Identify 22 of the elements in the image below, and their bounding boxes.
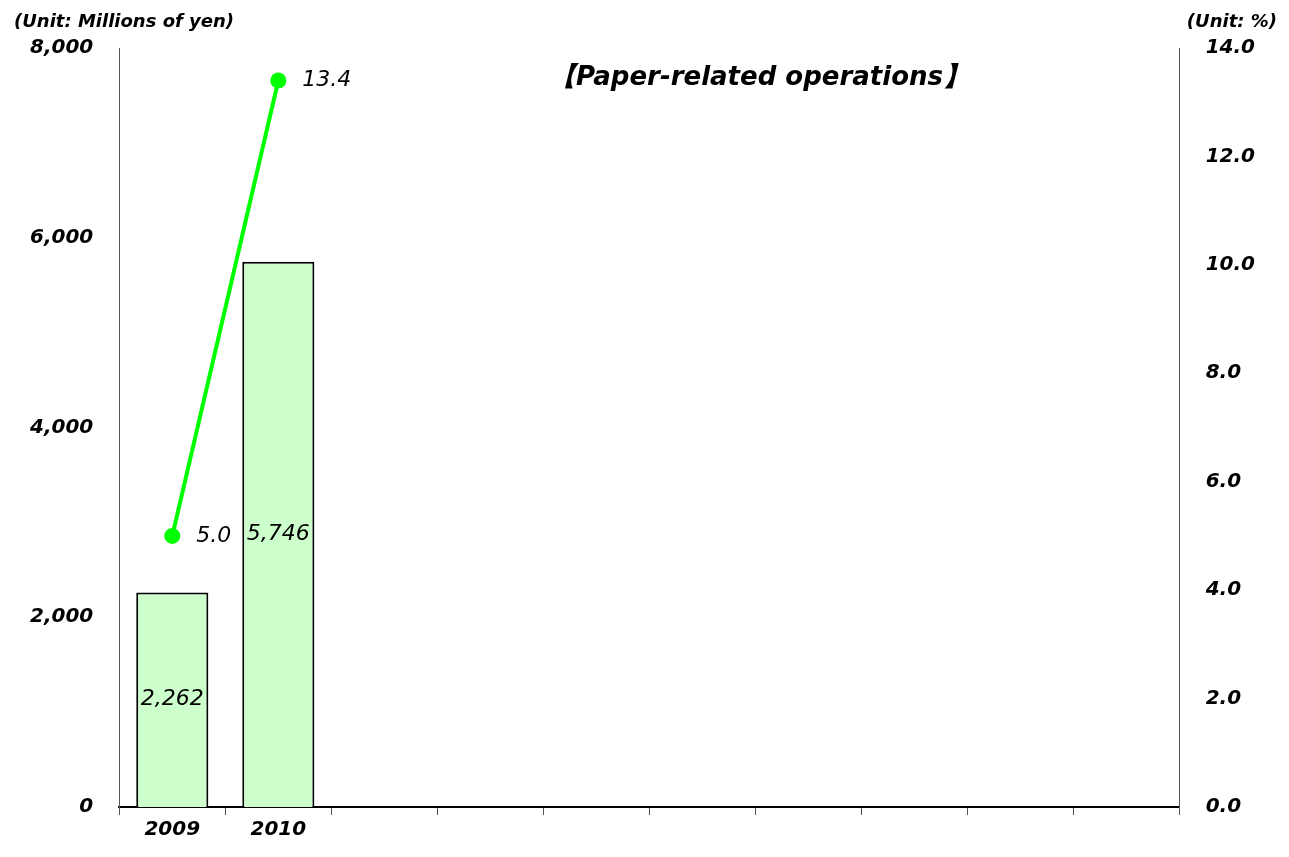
x-tick-label: 2009 (144, 816, 201, 841)
y2-tick-label: 2.0 (1205, 684, 1242, 709)
y2-tick-label: 10.0 (1205, 251, 1256, 276)
y-tick-label: 4,000 (29, 413, 94, 438)
y2-tick-label: 14.0 (1205, 34, 1256, 59)
x-tick-label: 2010 (250, 816, 307, 841)
y-tick-label: 6,000 (30, 223, 94, 248)
y-tick-label: 8,000 (30, 34, 94, 59)
text: 【Paper-related operations】 (549, 60, 970, 91)
y2-tick-label: 12.0 (1205, 142, 1256, 167)
data-label: 13.4 (302, 66, 352, 92)
y2-tick-label: 6.0 (1205, 467, 1242, 492)
y2-tick-label: 8.0 (1205, 359, 1242, 384)
y-tick-label: 2,000 (30, 603, 94, 628)
data-label: 5,746 (246, 520, 310, 546)
data-label: 5.0 (196, 521, 232, 547)
y-axis-title: (Unit: Millions of yen) (14, 9, 235, 31)
data-label: 2,262 (140, 685, 204, 711)
y2-tick-label: 0.0 (1205, 793, 1242, 818)
y-tick-label: 0 (79, 793, 94, 818)
y2-axis-title: (Unit: %) (1186, 9, 1277, 31)
y2-tick-label: 4.0 (1204, 576, 1242, 601)
